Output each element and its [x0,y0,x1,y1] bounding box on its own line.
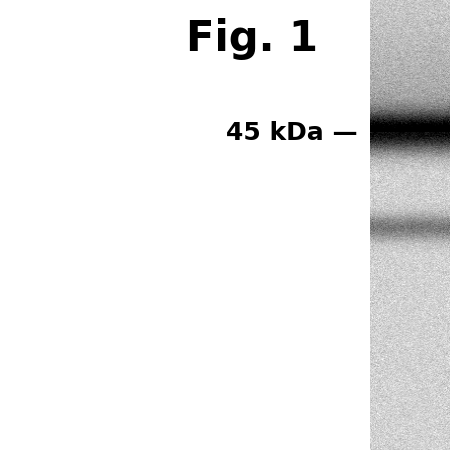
Text: 45 kDa —: 45 kDa — [226,121,358,145]
Text: Fig. 1: Fig. 1 [186,18,318,60]
